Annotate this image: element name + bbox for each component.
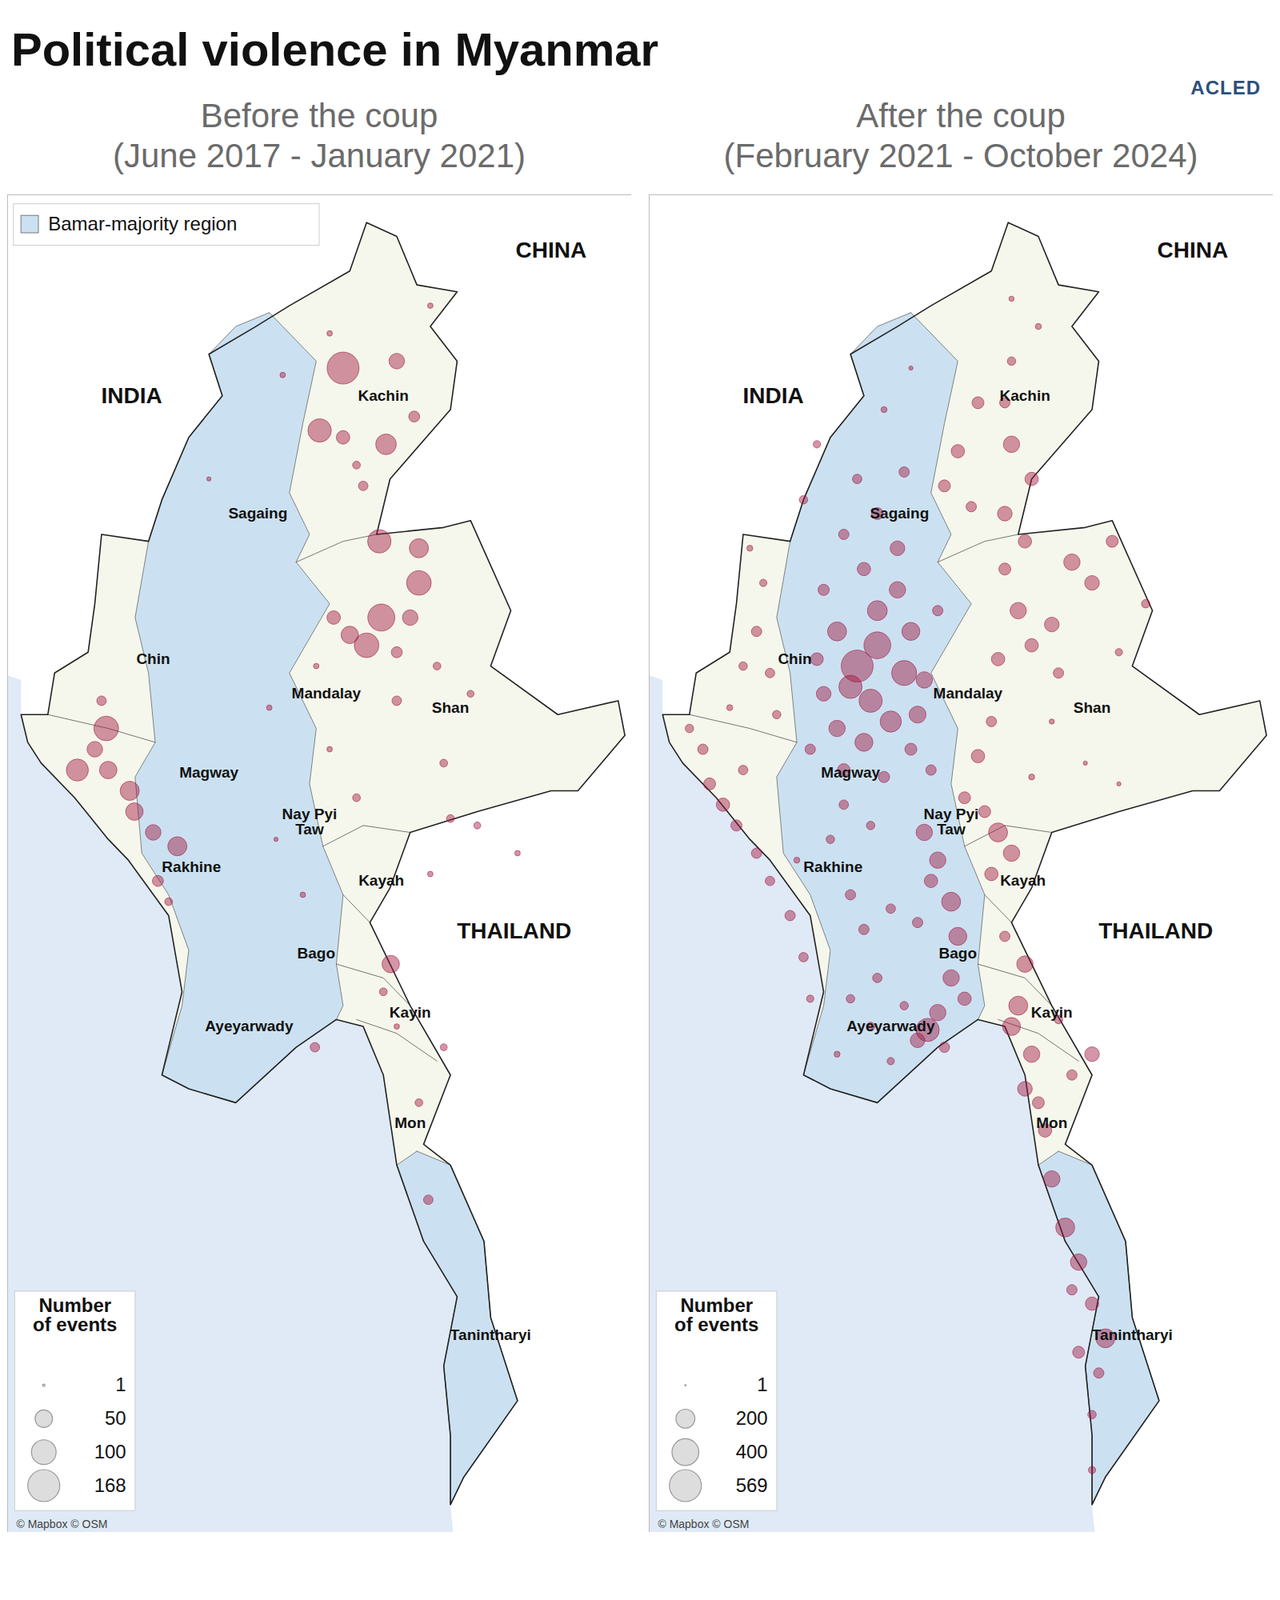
svg-text:Kachin: Kachin [357,387,408,404]
svg-text:Numberof events: Numberof events [674,1294,759,1336]
svg-text:Magway: Magway [820,764,880,781]
svg-text:Mandalay: Mandalay [292,684,362,702]
svg-text:Mandalay: Mandalay [933,684,1004,702]
html-text:Political violence in Myanmar: Political violence in Myanmar [11,23,659,76]
svg-text:569: 569 [736,1473,768,1496]
svg-text:Rakhine: Rakhine [803,858,863,876]
html-text:Before the coup: Before the coup [200,96,438,135]
svg-text:THAILAND: THAILAND [1098,918,1213,944]
svg-text:200: 200 [736,1407,768,1429]
svg-text:Kachin: Kachin [999,387,1050,404]
svg-text:Ayeyarwady: Ayeyarwady [204,1017,294,1035]
svg-text:Magway: Magway [179,764,239,781]
svg-text:Kayah: Kayah [1000,872,1046,889]
svg-text:CHINA: CHINA [1157,237,1229,263]
html-text:(February 2021 - October 2024): (February 2021 - October 2024) [723,137,1198,175]
svg-text:100: 100 [94,1440,127,1463]
svg-text:50: 50 [104,1407,127,1429]
svg-text:Shan: Shan [432,698,469,716]
svg-text:Numberof events: Numberof events [32,1294,117,1336]
svg-text:© Mapbox © OSM: © Mapbox © OSM [657,1517,749,1531]
html-text:After the coup: After the coup [856,96,1066,135]
svg-text:168: 168 [94,1473,127,1496]
svg-text:Kayin: Kayin [389,1004,432,1021]
svg-text:Mon: Mon [394,1114,426,1132]
svg-text:1: 1 [756,1373,768,1396]
svg-text:Rakhine: Rakhine [161,858,221,876]
svg-text:1: 1 [115,1373,126,1396]
svg-text:INDIA: INDIA [101,382,163,408]
svg-text:Bamar-majority region: Bamar-majority region [48,212,237,235]
svg-text:Sagaing: Sagaing [228,504,288,522]
svg-text:400: 400 [736,1440,768,1463]
svg-text:Nay PyiTaw: Nay PyiTaw [924,805,980,838]
svg-text:Kayin: Kayin [1031,1004,1073,1021]
svg-text:© Mapbox © OSM: © Mapbox © OSM [16,1517,108,1531]
svg-text:Sagaing: Sagaing [869,504,929,522]
svg-text:Mon: Mon [1036,1114,1068,1132]
html-text:ACLED: ACLED [1190,76,1261,99]
svg-text:CHINA: CHINA [516,237,588,263]
svg-text:Nay PyiTaw: Nay PyiTaw [282,805,338,838]
svg-text:Bago: Bago [297,944,336,962]
svg-text:Chin: Chin [777,650,812,668]
svg-text:Bago: Bago [939,944,978,962]
svg-text:Chin: Chin [136,650,170,668]
svg-text:Tanintharyi: Tanintharyi [450,1325,532,1343]
html-text:(June 2017 - January 2021): (June 2017 - January 2021) [112,137,526,175]
svg-text:Tanintharyi: Tanintharyi [1092,1325,1173,1343]
svg-text:Ayeyarwady: Ayeyarwady [846,1017,936,1035]
svg-text:Shan: Shan [1073,698,1111,716]
svg-text:THAILAND: THAILAND [456,918,572,944]
svg-text:INDIA: INDIA [743,382,804,408]
svg-text:Kayah: Kayah [358,872,404,889]
